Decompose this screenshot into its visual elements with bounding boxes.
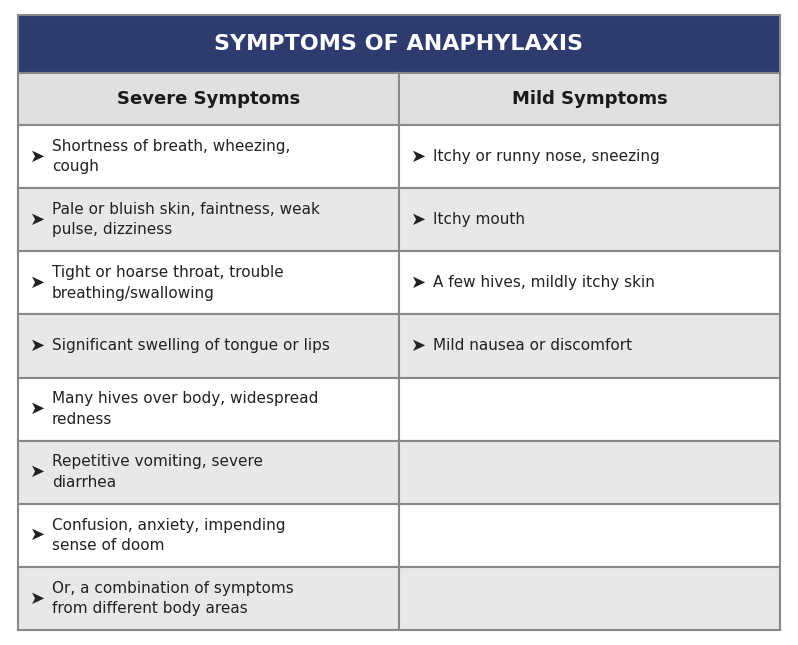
Text: Confusion, anxiety, impending
sense of doom: Confusion, anxiety, impending sense of d… — [52, 517, 286, 553]
Text: Mild nausea or discomfort: Mild nausea or discomfort — [433, 339, 632, 353]
Text: ➤: ➤ — [30, 590, 45, 608]
Bar — [399, 314, 780, 377]
Bar — [18, 252, 399, 314]
Bar — [399, 377, 780, 441]
Text: Tight or hoarse throat, trouble
breathing/swallowing: Tight or hoarse throat, trouble breathin… — [52, 265, 284, 301]
Bar — [399, 188, 780, 252]
Text: Or, a combination of symptoms
from different body areas: Or, a combination of symptoms from diffe… — [52, 580, 294, 616]
Bar — [18, 441, 399, 504]
Bar — [18, 73, 399, 125]
Text: Severe Symptoms: Severe Symptoms — [117, 90, 300, 108]
Bar — [399, 252, 780, 314]
Text: ➤: ➤ — [30, 463, 45, 481]
Text: ➤: ➤ — [411, 274, 426, 292]
Text: Itchy mouth: Itchy mouth — [433, 212, 525, 227]
Bar — [18, 377, 399, 441]
Bar — [399, 73, 780, 125]
Text: ➤: ➤ — [411, 337, 426, 355]
Bar — [399, 504, 780, 567]
Bar — [399, 441, 780, 504]
Text: ➤: ➤ — [30, 148, 45, 166]
Text: Repetitive vomiting, severe
diarrhea: Repetitive vomiting, severe diarrhea — [52, 455, 263, 490]
Text: ➤: ➤ — [30, 526, 45, 544]
Text: Shortness of breath, wheezing,
cough: Shortness of breath, wheezing, cough — [52, 139, 290, 174]
Text: ➤: ➤ — [30, 211, 45, 229]
Text: Significant swelling of tongue or lips: Significant swelling of tongue or lips — [52, 339, 330, 353]
Bar — [18, 504, 399, 567]
Bar — [18, 314, 399, 377]
Bar — [18, 567, 399, 630]
Text: ➤: ➤ — [411, 148, 426, 166]
Text: Itchy or runny nose, sneezing: Itchy or runny nose, sneezing — [433, 149, 660, 164]
Text: ➤: ➤ — [30, 400, 45, 418]
Text: ➤: ➤ — [30, 274, 45, 292]
Text: A few hives, mildly itchy skin: A few hives, mildly itchy skin — [433, 275, 655, 290]
Bar — [399, 125, 780, 188]
Text: ➤: ➤ — [30, 337, 45, 355]
Bar — [399, 567, 780, 630]
Bar — [18, 188, 399, 252]
Text: ➤: ➤ — [411, 211, 426, 229]
Bar — [18, 125, 399, 188]
Text: Mild Symptoms: Mild Symptoms — [512, 90, 667, 108]
Text: SYMPTOMS OF ANAPHYLAXIS: SYMPTOMS OF ANAPHYLAXIS — [215, 34, 583, 54]
Text: Many hives over body, widespread
redness: Many hives over body, widespread redness — [52, 392, 318, 427]
Text: Pale or bluish skin, faintness, weak
pulse, dizziness: Pale or bluish skin, faintness, weak pul… — [52, 202, 320, 237]
Bar — [18, 15, 780, 73]
